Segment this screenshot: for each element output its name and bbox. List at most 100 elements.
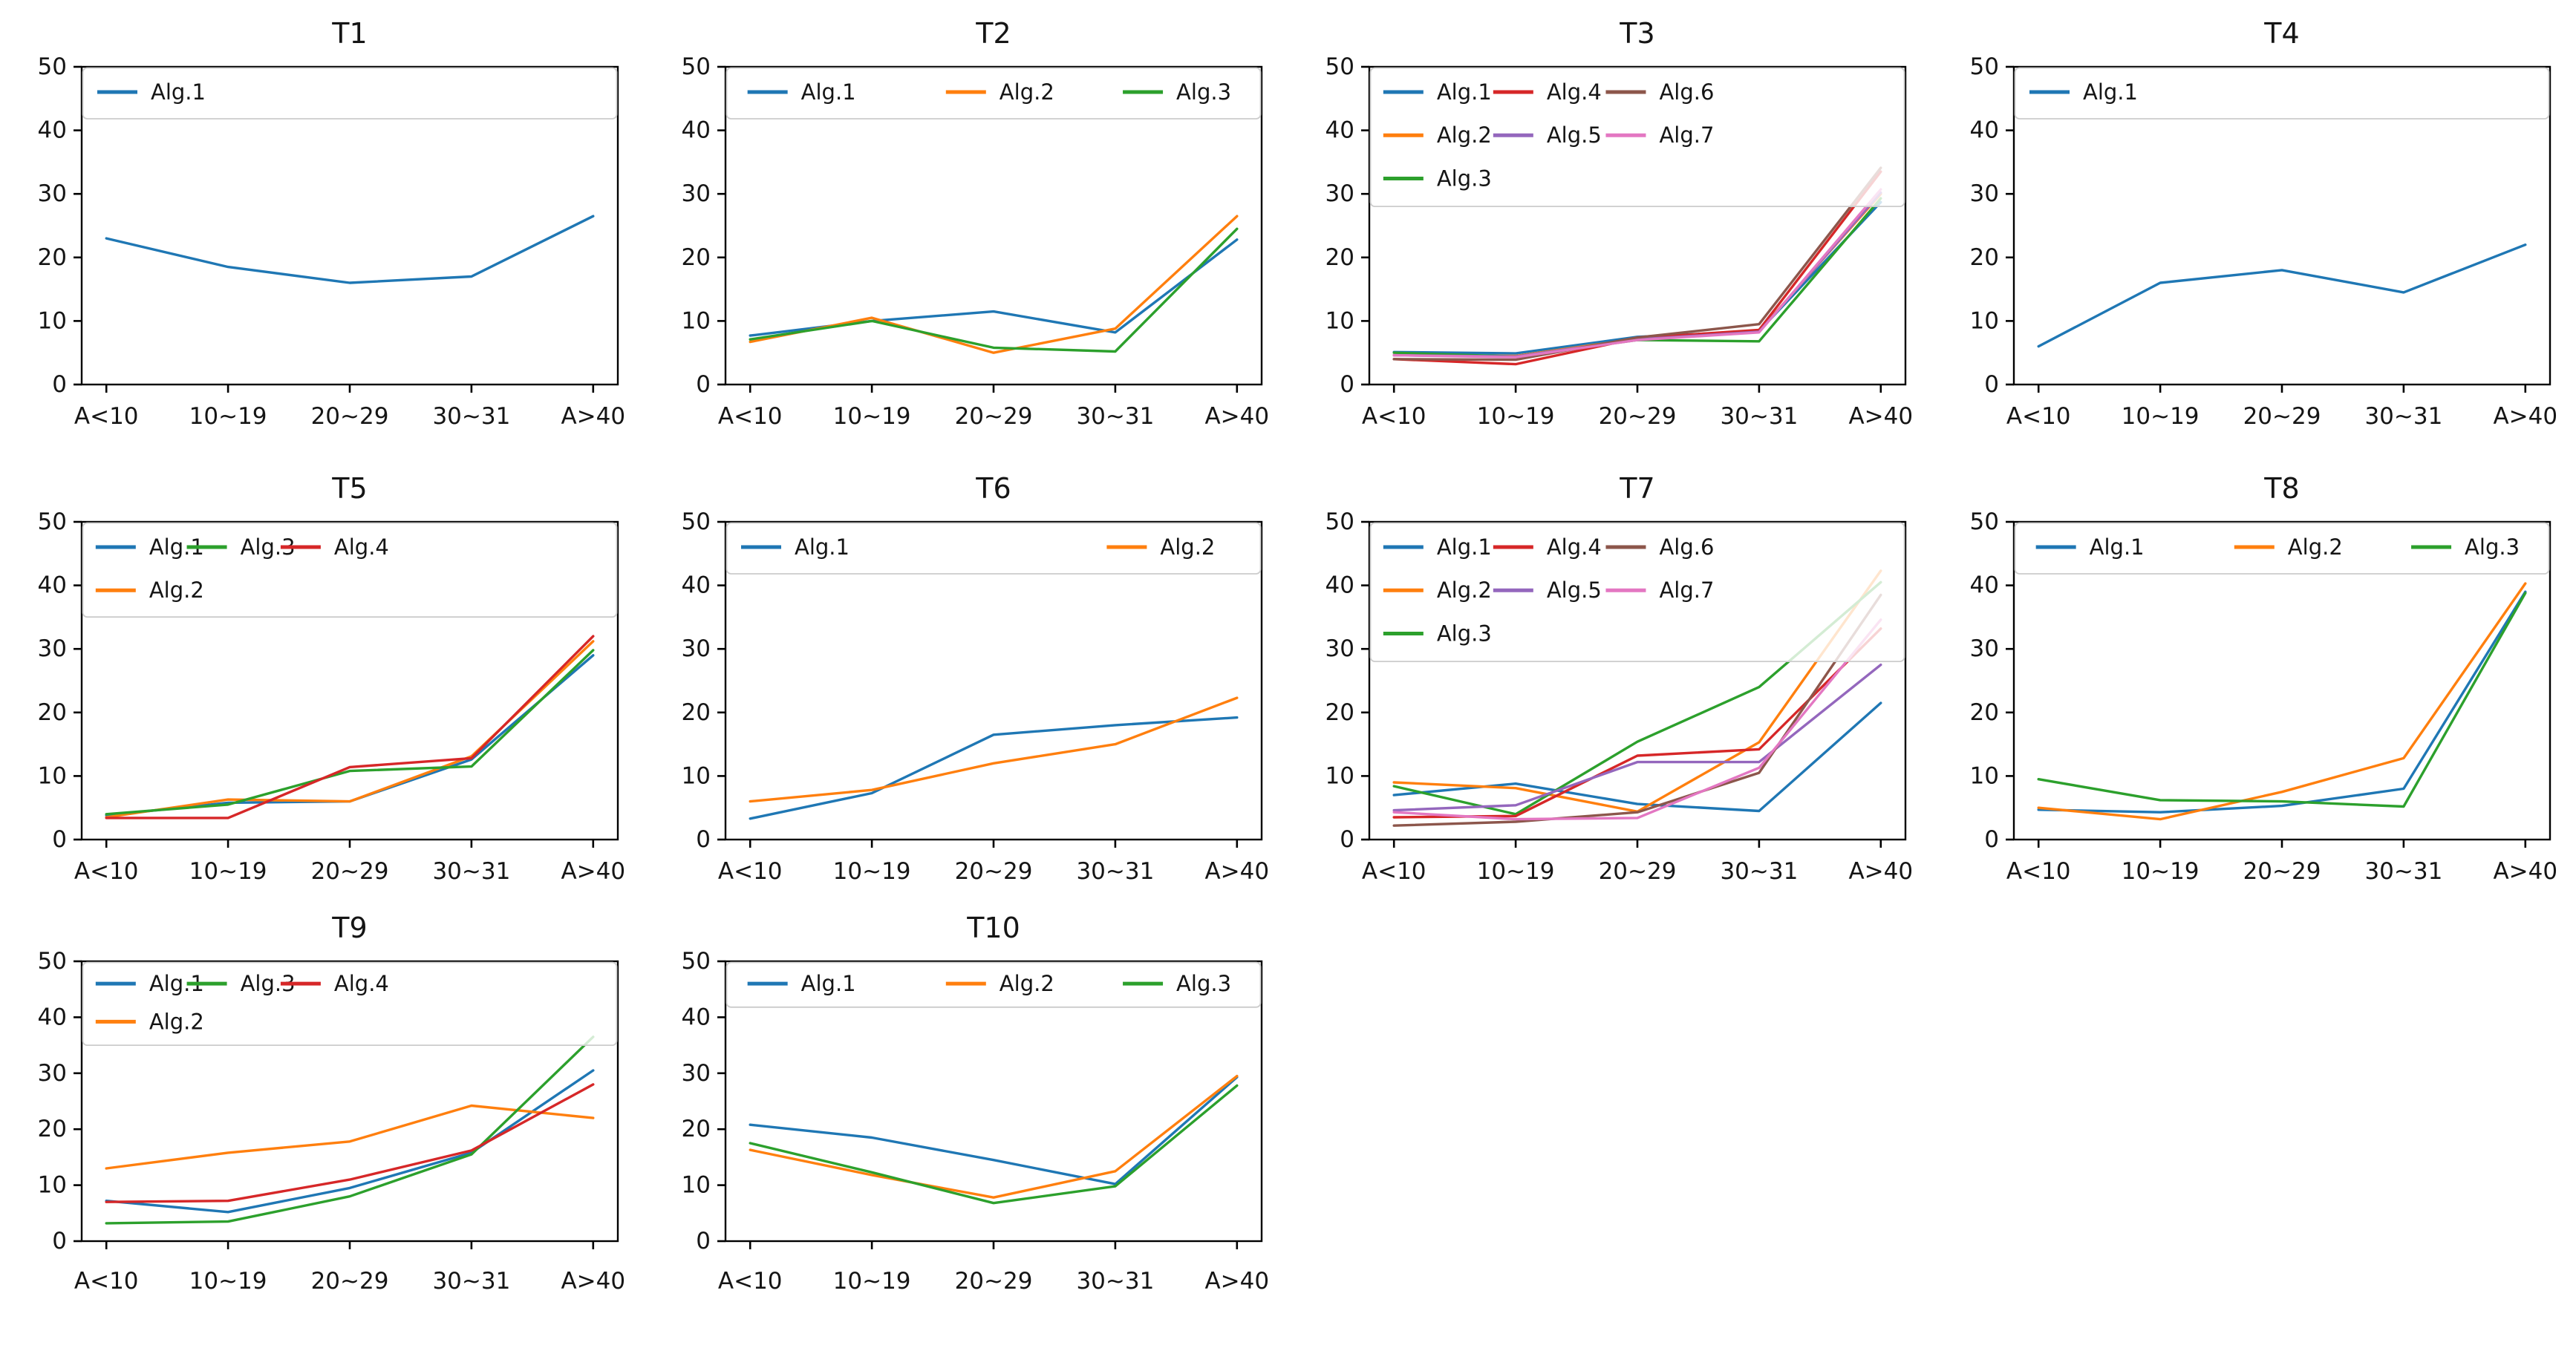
legend-box <box>1369 67 1905 208</box>
legend-label: Alg.1 <box>801 971 856 996</box>
x-tick-label: A<10 <box>1362 858 1426 885</box>
legend-label: Alg.1 <box>2090 534 2145 560</box>
legend-label: Alg.1 <box>151 79 206 105</box>
y-tick-label: 30 <box>38 1060 67 1087</box>
y-tick-label: 0 <box>696 371 711 398</box>
legend-label: Alg.4 <box>1547 79 1602 105</box>
legend: Alg.1 Alg.2 <box>725 522 1262 575</box>
axes-frame <box>724 65 1263 386</box>
legend-box <box>2014 522 2550 575</box>
y-tick-label: 50 <box>38 508 67 535</box>
y-tick-label: 30 <box>1970 180 1999 207</box>
x-tick-label: 20~29 <box>955 403 1033 430</box>
y-tick-label: 40 <box>38 1004 67 1030</box>
y-tick-label: 30 <box>1970 635 1999 662</box>
legend-item-Alg3: Alg.3 <box>2411 534 2520 560</box>
x-tick-label: 20~29 <box>955 1268 1033 1295</box>
legend-label: Alg.5 <box>1547 578 1602 603</box>
series-line-Alg6 <box>1392 593 1882 827</box>
subplot-title: T9 <box>331 912 367 944</box>
y-tick-label: 50 <box>38 948 67 975</box>
series-line-Alg3 <box>749 227 1239 353</box>
x-tick-label: A>40 <box>1204 403 1269 430</box>
x-tick-label: 20~29 <box>955 858 1033 885</box>
y-axis: 0 10 20 30 40 50 <box>38 508 82 853</box>
x-tick-label: 20~29 <box>2243 403 2321 430</box>
y-tick-label: 20 <box>682 1116 711 1142</box>
legend-item-Alg1: Alg.1 <box>97 79 206 105</box>
x-tick-label: 10~19 <box>833 403 911 430</box>
legend-item-Alg2: Alg.2 <box>945 79 1054 105</box>
x-tick-label: A>40 <box>2493 858 2557 885</box>
y-tick-label: 50 <box>1970 508 1999 535</box>
x-axis: A<10 10~19 20~29 30~31 A>40 <box>74 385 625 430</box>
x-tick-label: 10~19 <box>2122 858 2200 885</box>
series-line-Alg4 <box>105 1083 595 1203</box>
legend-item-Alg7: Alg.7 <box>1605 122 1714 148</box>
x-axis: A<10 10~19 20~29 30~31 A>40 <box>718 385 1269 430</box>
y-tick-label: 0 <box>696 826 711 853</box>
y-tick-label: 0 <box>52 371 67 398</box>
y-tick-label: 10 <box>682 1172 711 1199</box>
y-tick-label: 10 <box>38 307 67 334</box>
y-tick-label: 50 <box>1326 508 1354 535</box>
legend-box <box>1369 522 1905 663</box>
x-tick-label: A>40 <box>2493 403 2557 430</box>
legend-item-Alg2: Alg.2 <box>2234 534 2343 560</box>
subplot-T8: T8 0 10 20 30 40 50 A<10 10~19 20~29 30~31 A>40 Alg.… <box>1970 472 2558 885</box>
x-tick-label: 30~31 <box>432 858 510 885</box>
x-axis: A<10 10~19 20~29 30~31 A>40 <box>718 840 1269 885</box>
y-tick-label: 10 <box>1970 307 1999 334</box>
legend-label: Alg.6 <box>1659 79 1714 105</box>
legend-item-Alg5: Alg.5 <box>1493 122 1602 148</box>
y-tick-label: 30 <box>38 635 67 662</box>
y-tick-label: 10 <box>38 762 67 789</box>
series-line-Alg1 <box>105 1069 595 1214</box>
legend-label: Alg.3 <box>2465 534 2520 560</box>
subplot-title: T1 <box>331 17 367 50</box>
legend-box <box>725 961 1262 1008</box>
y-axis: 0 10 20 30 40 50 <box>682 508 725 853</box>
series-line-Alg6 <box>1392 166 1882 362</box>
y-tick-label: 0 <box>52 826 67 853</box>
x-tick-label: 30~31 <box>432 403 510 430</box>
y-tick-label: 50 <box>1970 53 1999 80</box>
series-line-Alg1 <box>2037 590 2527 814</box>
legend-item-Alg4: Alg.4 <box>280 971 389 996</box>
x-tick-label: A<10 <box>2006 403 2071 430</box>
legend-item-Alg1: Alg.1 <box>1383 534 1492 560</box>
y-tick-label: 30 <box>38 180 67 207</box>
legend-item-Alg1: Alg.1 <box>747 971 856 996</box>
legend-label: Alg.2 <box>1437 122 1492 148</box>
legend-label: Alg.1 <box>1437 79 1492 105</box>
legend-item-Alg6: Alg.6 <box>1605 534 1714 560</box>
legend-label: Alg.6 <box>1659 534 1714 560</box>
x-tick-label: 30~31 <box>2364 858 2442 885</box>
series-line-Alg1 <box>749 1076 1239 1185</box>
legend: Alg.1 <box>2014 67 2550 120</box>
y-tick-label: 40 <box>1970 117 1999 144</box>
y-tick-label: 10 <box>682 762 711 789</box>
legend-label: Alg.4 <box>1547 534 1602 560</box>
legend-label: Alg.1 <box>801 79 856 105</box>
x-tick-label: A>40 <box>1204 858 1269 885</box>
legend-item-Alg4: Alg.4 <box>280 534 389 560</box>
y-tick-label: 40 <box>1970 572 1999 599</box>
y-tick-label: 40 <box>38 572 67 599</box>
y-tick-label: 20 <box>1970 244 1999 271</box>
y-tick-label: 40 <box>1326 117 1354 144</box>
y-tick-label: 30 <box>682 180 711 207</box>
subplot-title: T10 <box>966 912 1020 944</box>
subplot-T7: T7 0 10 20 30 40 50 A<10 10~19 20~29 30~31 A>40 Alg.… <box>1326 472 1914 885</box>
legend-label: Alg.2 <box>2288 534 2343 560</box>
series-line-Alg3 <box>105 649 595 816</box>
legend-label: Alg.2 <box>1437 578 1492 603</box>
legend-item-Alg2: Alg.2 <box>1383 578 1492 603</box>
y-tick-label: 0 <box>52 1228 67 1254</box>
series-line-Alg1 <box>2037 243 2527 348</box>
legend: Alg.1 Alg.2 Alg.3 <box>725 67 1262 120</box>
legend: Alg.1 Alg.2 Alg.3 <box>725 961 1262 1008</box>
legend-item-Alg3: Alg.3 <box>1123 971 1231 996</box>
